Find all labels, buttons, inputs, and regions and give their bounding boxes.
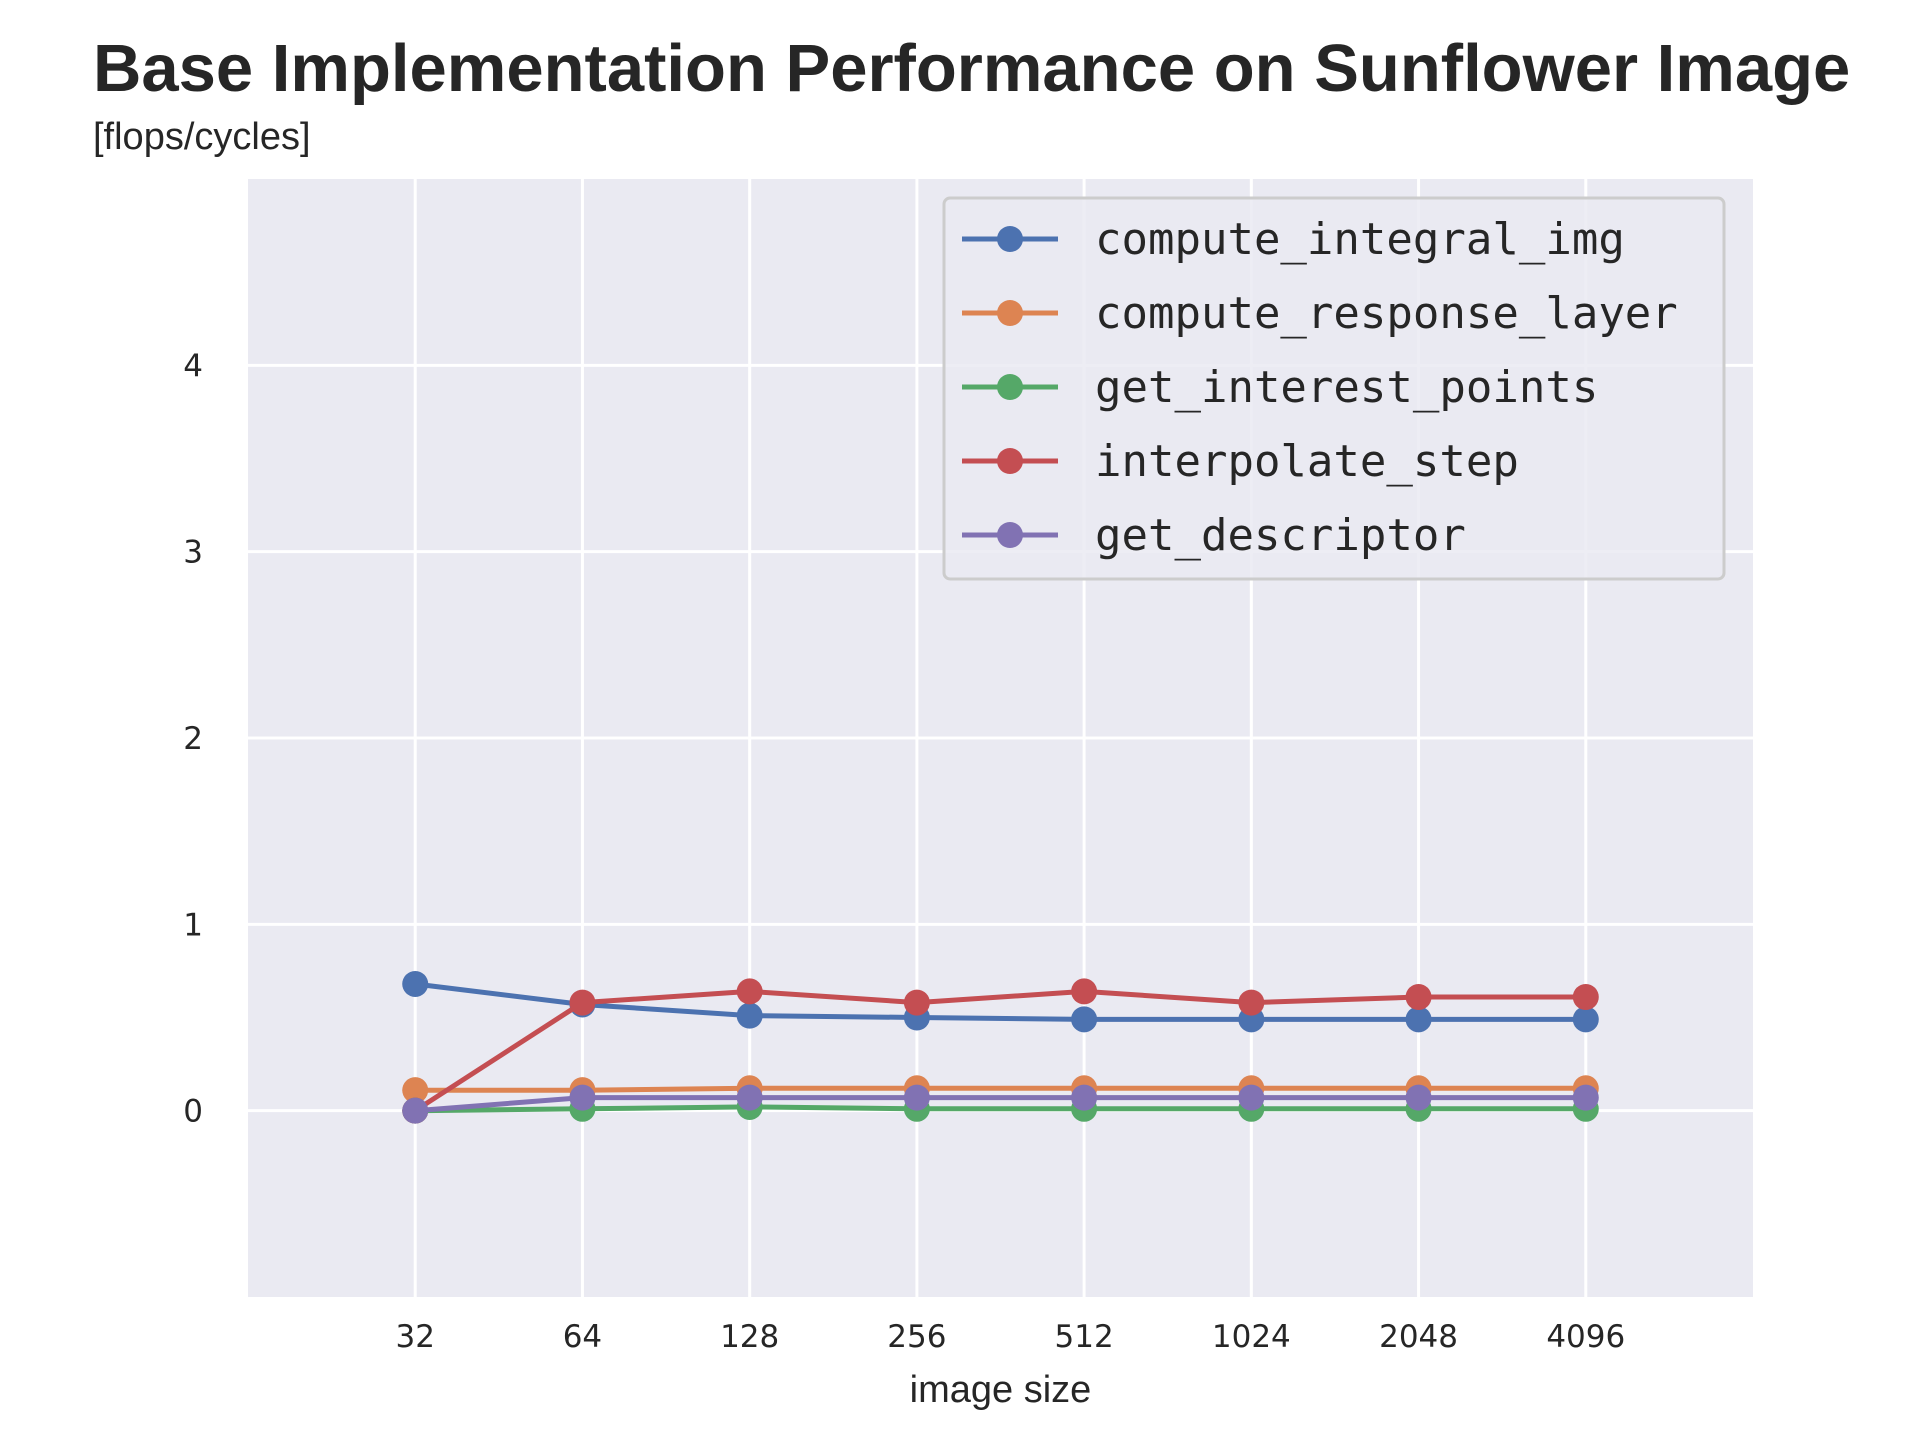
data-point: [1071, 978, 1098, 1005]
series-interpolate_step: [402, 978, 1599, 1124]
x-axis-label: image size: [910, 1369, 1092, 1411]
y-tick-label: 4: [183, 348, 203, 384]
legend-item: compute_response_layer: [962, 288, 1678, 339]
legend: compute_integral_img compute_response_lay…: [942, 196, 1726, 581]
data-point: [1071, 1006, 1098, 1033]
x-tick-label: 4096: [1546, 1319, 1625, 1355]
series-get_descriptor: [402, 1084, 1599, 1124]
chart-subtitle: [flops/cycles]: [93, 116, 311, 158]
x-tick-label: 32: [395, 1319, 434, 1355]
data-point: [903, 989, 930, 1016]
data-point: [1238, 1084, 1265, 1111]
data-point: [736, 1002, 763, 1029]
data-point: [903, 1084, 930, 1111]
legend-item: get_interest_points: [962, 362, 1598, 413]
x-tick-label: 64: [563, 1319, 602, 1355]
data-point: [1572, 1084, 1599, 1111]
y-axis-ticks: 0 1 2 3 4: [183, 348, 203, 1129]
data-point: [402, 1077, 429, 1104]
x-tick-label: 128: [720, 1319, 779, 1355]
chart-title: Base Implementation Performance on Sunfl…: [93, 31, 1851, 106]
x-tick-label: 2048: [1379, 1319, 1458, 1355]
x-tick-label: 512: [1055, 1319, 1114, 1355]
y-tick-label: 1: [183, 907, 203, 943]
legend-label: get_descriptor: [1095, 510, 1466, 561]
legend-label: compute_integral_img: [1095, 214, 1625, 265]
data-point: [1405, 984, 1432, 1011]
y-tick-label: 3: [183, 535, 203, 571]
legend-marker: [997, 448, 1023, 474]
legend-label: get_interest_points: [1095, 362, 1598, 413]
series-line: [415, 1085, 1586, 1093]
series-line: [414, 981, 1586, 1022]
legend-marker: [997, 374, 1023, 400]
x-tick-label: 1024: [1212, 1319, 1291, 1355]
data-point: [1405, 1006, 1432, 1033]
x-tick-label: 256: [887, 1319, 946, 1355]
legend-marker: [997, 226, 1023, 252]
data-point: [736, 1084, 763, 1111]
data-point: [1238, 989, 1265, 1016]
data-point: [736, 978, 763, 1005]
legend-label: compute_response_layer: [1095, 288, 1678, 339]
series-line: [415, 1104, 1586, 1114]
data-point: [1071, 1084, 1098, 1111]
data-point: [1572, 1006, 1599, 1033]
legend-item: compute_integral_img: [962, 214, 1625, 265]
data-point: [569, 1084, 596, 1111]
legend-marker: [997, 300, 1023, 326]
y-tick-label: 2: [183, 721, 203, 757]
data-point: [402, 1097, 429, 1124]
legend-box: [942, 196, 1726, 581]
series-line: [413, 988, 1586, 1113]
legend-marker: [997, 522, 1023, 548]
data-point: [402, 970, 429, 997]
legend-label: interpolate_step: [1095, 436, 1519, 487]
legend-item: get_descriptor: [962, 510, 1466, 561]
series-lines: [402, 970, 1599, 1124]
data-point: [1405, 1084, 1432, 1111]
legend-item: interpolate_step: [962, 436, 1519, 487]
x-axis-ticks: 32 64 128 256 512 1024 2048 4096: [395, 1319, 1625, 1355]
series-line: [415, 1095, 1586, 1114]
y-tick-label: 0: [183, 1094, 203, 1130]
data-point: [1572, 984, 1599, 1011]
data-point: [569, 989, 596, 1016]
